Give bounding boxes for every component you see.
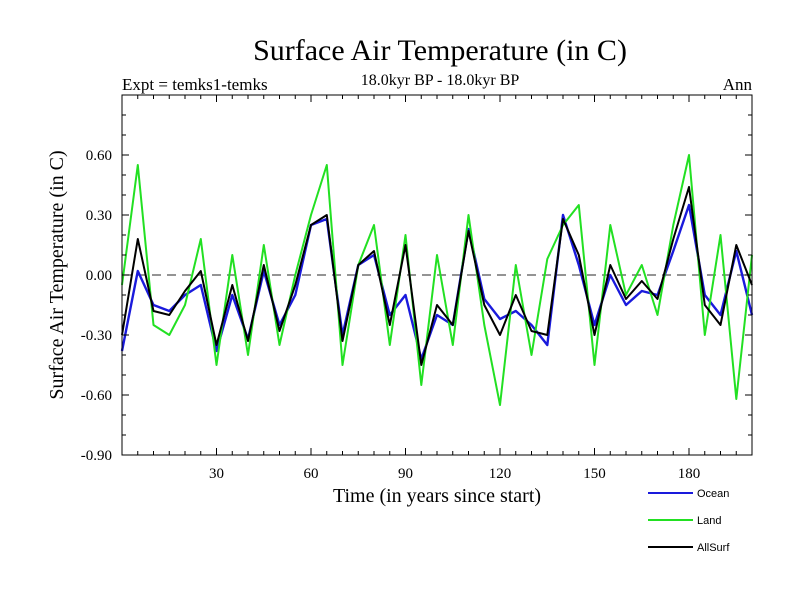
series-line-land (121, 154, 753, 406)
y-tick-label: -0.60 (81, 388, 112, 404)
axis-ticks: 30 60 90 120 150 180 -0.90 -0.60 -0.30 0.00 0.30 0.… (81, 95, 753, 482)
series-line-ocean (120, 203, 754, 361)
chart-subtitle: 18.0kyr BP - 18.0kyr BP (361, 72, 520, 89)
legend-label-ocean: Ocean (697, 488, 729, 500)
y-tick-label: 0.60 (86, 148, 112, 164)
y-tick-label: -0.30 (81, 328, 112, 344)
x-axis-label: Time (in years since start) (333, 485, 541, 507)
x-tick-label: 180 (678, 466, 701, 482)
x-tick-label: 120 (489, 466, 512, 482)
chart-title: Surface Air Temperature (in C) (253, 34, 627, 67)
season-label: Ann (723, 75, 753, 94)
series-line-allsurf (121, 186, 753, 366)
experiment-label: Expt = temks1-temks (122, 75, 268, 94)
y-tick-label: 0.30 (86, 208, 112, 224)
x-tick-label: 150 (583, 466, 606, 482)
x-tick-label: 60 (304, 466, 319, 482)
series-layer (120, 154, 754, 406)
legend-label-allsurf: AllSurf (697, 542, 730, 554)
legend-label-land: Land (697, 515, 721, 527)
y-axis-label: Surface Air Temperature (in C) (46, 150, 68, 399)
x-tick-label: 30 (209, 466, 224, 482)
y-tick-label: -0.90 (81, 448, 112, 464)
legend: Ocean Land AllSurf (648, 488, 730, 554)
y-tick-label: 0.00 (86, 268, 112, 284)
x-tick-label: 90 (398, 466, 413, 482)
